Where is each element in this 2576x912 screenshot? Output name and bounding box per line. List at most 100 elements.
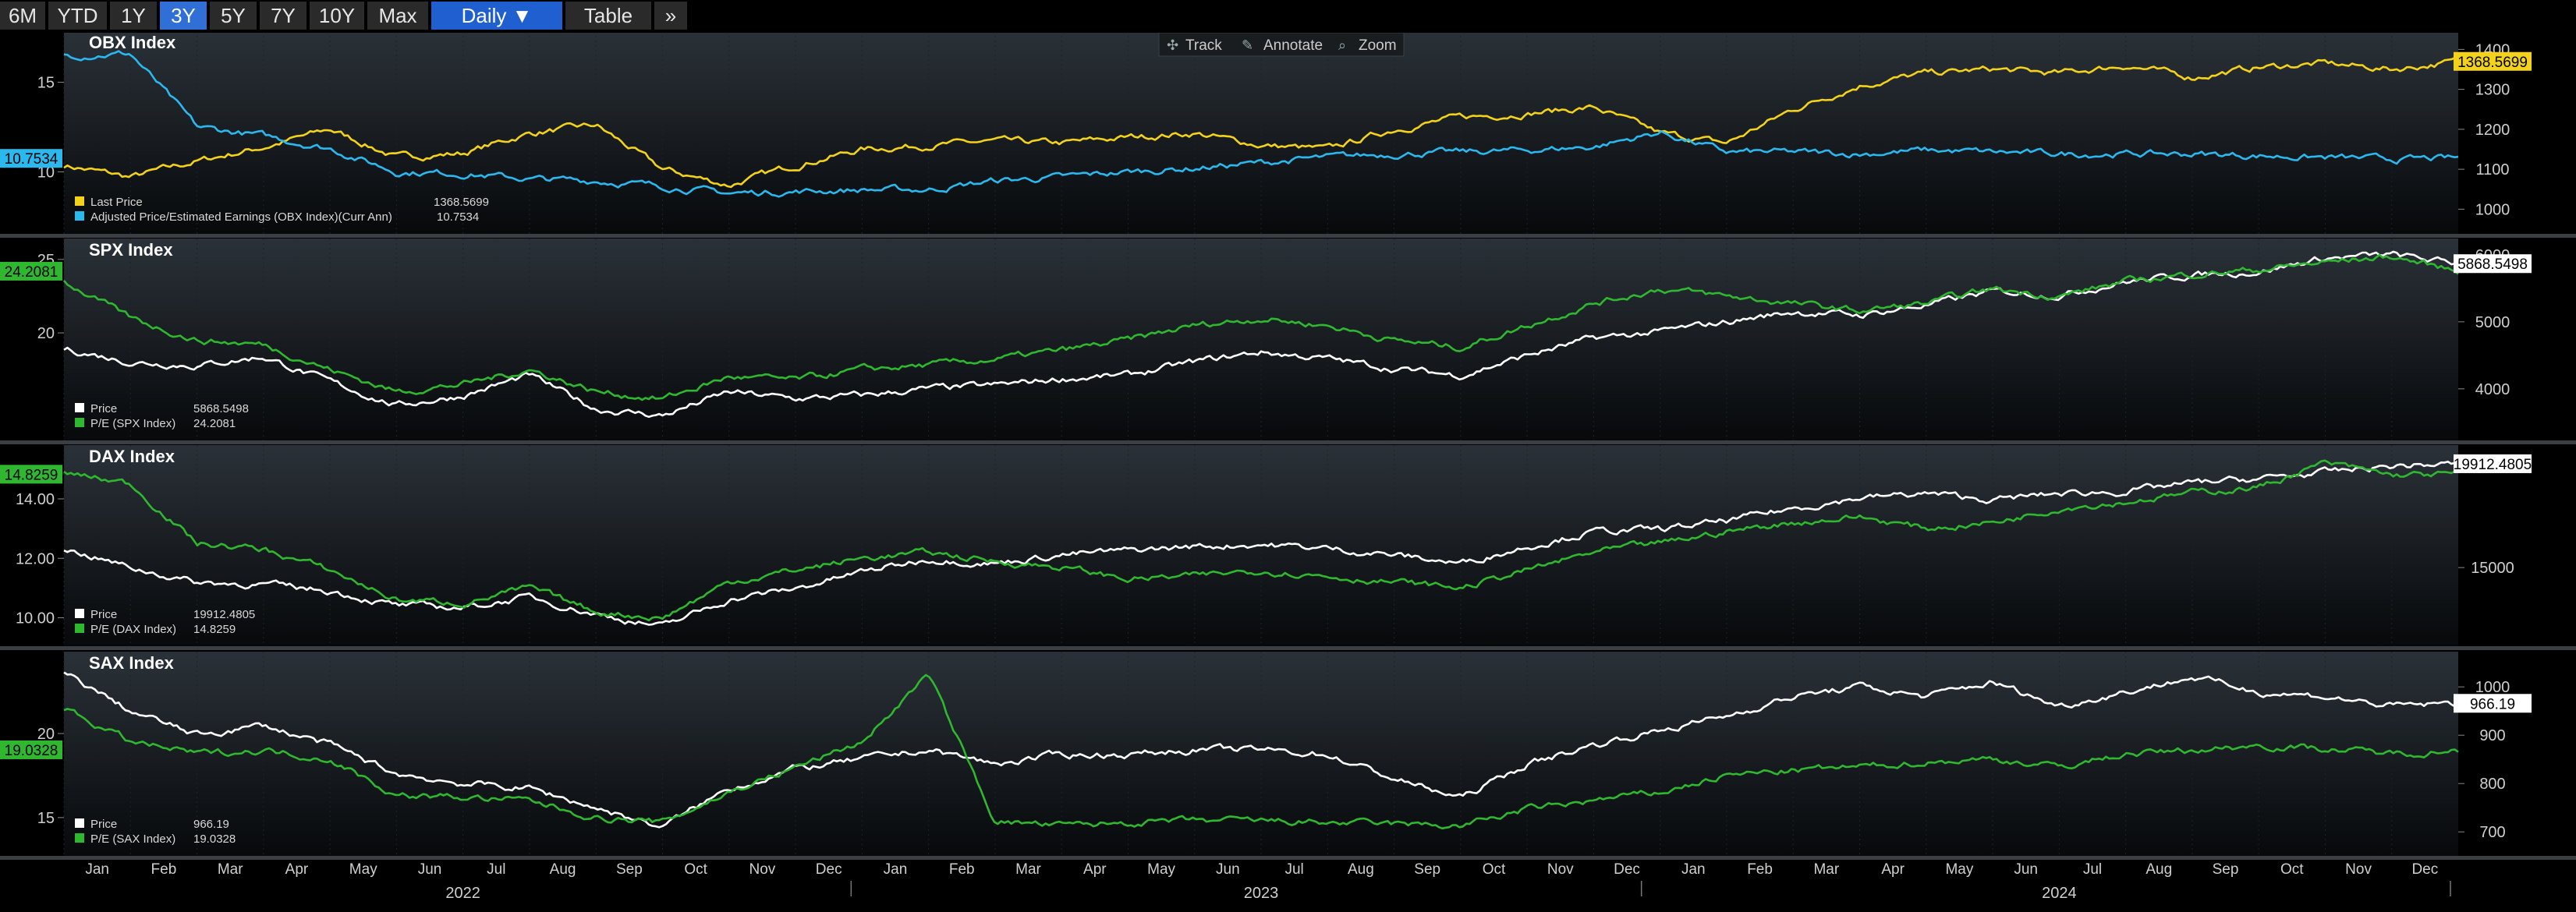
panel-background bbox=[64, 239, 2458, 440]
x-month-label: Jun bbox=[1216, 861, 1240, 878]
x-month-label: Dec bbox=[1614, 861, 1640, 878]
legend-value: 1368.5699 bbox=[434, 196, 489, 209]
x-year-label: 2024 bbox=[2042, 885, 2077, 902]
range-7y-button[interactable]: 7Y bbox=[260, 2, 306, 30]
y-left-tick: 14.00 bbox=[16, 491, 55, 508]
legend-swatch bbox=[75, 403, 84, 412]
y-right-tick: 1000 bbox=[2475, 201, 2510, 218]
x-month-label: Aug bbox=[550, 861, 576, 878]
value-tag-bg bbox=[0, 465, 62, 484]
x-month-label: Apr bbox=[1881, 861, 1905, 878]
value-tag-bg bbox=[0, 740, 62, 759]
x-month-label: Nov bbox=[749, 861, 776, 878]
floating-toolbar-bg bbox=[1158, 33, 1405, 57]
x-month-label: Aug bbox=[1348, 861, 1374, 878]
legend-value: 24.2081 bbox=[193, 417, 236, 430]
value-tag-bg bbox=[2454, 694, 2532, 713]
annotate-button: Annotate bbox=[1263, 37, 1323, 54]
x-month-label: Mar bbox=[218, 861, 243, 878]
legend-label: Price bbox=[90, 402, 117, 415]
legend-swatch bbox=[75, 196, 84, 206]
legend-label: Last Price bbox=[90, 196, 143, 209]
y-left-tick: 10.00 bbox=[16, 610, 55, 627]
y-right-tick: 1000 bbox=[2475, 679, 2510, 696]
x-month-label: Aug bbox=[2145, 861, 2172, 878]
legend-label: P/E (SAX Index) bbox=[90, 832, 175, 846]
legend-value: 19.0328 bbox=[193, 832, 236, 846]
legend-label: P/E (SPX Index) bbox=[90, 417, 175, 430]
x-month-label: Oct bbox=[2280, 861, 2304, 878]
value-tag: 966.19 bbox=[2470, 696, 2515, 712]
y-right-tick: 900 bbox=[2479, 727, 2505, 744]
x-month-label: May bbox=[1147, 861, 1175, 878]
x-month-label: Jun bbox=[2014, 861, 2038, 878]
range-10y-button[interactable]: 10Y bbox=[310, 2, 364, 30]
x-month-label: May bbox=[1945, 861, 1973, 878]
value-tag-bg bbox=[2454, 454, 2532, 473]
x-year-label: 2022 bbox=[445, 885, 480, 902]
legend-value: 14.8259 bbox=[193, 623, 236, 636]
value-tag: 24.2081 bbox=[5, 264, 58, 281]
range-5y-button[interactable]: 5Y bbox=[210, 2, 257, 30]
x-month-label: Sep bbox=[1414, 861, 1440, 878]
legend-value: 966.19 bbox=[193, 818, 229, 831]
x-month-label: Feb bbox=[949, 861, 975, 878]
table-button[interactable]: Table bbox=[565, 2, 651, 30]
x-month-label: Jul bbox=[2083, 861, 2102, 878]
x-month-label: Apr bbox=[1083, 861, 1107, 878]
frequency-dropdown[interactable]: Daily ▼ bbox=[431, 2, 562, 30]
series-line bbox=[63, 250, 2459, 419]
y-left-tick: 10 bbox=[37, 164, 55, 181]
x-month-label: Jul bbox=[1284, 861, 1303, 878]
panel-separator bbox=[0, 856, 2576, 860]
value-tag-bg bbox=[2454, 254, 2532, 274]
series-line bbox=[63, 50, 2459, 198]
y-left-tick: 20 bbox=[37, 726, 55, 743]
legend-label: Price bbox=[90, 818, 117, 831]
legend-label: Price bbox=[90, 608, 117, 621]
series-line bbox=[63, 57, 2459, 189]
x-month-label: Sep bbox=[2213, 861, 2239, 878]
panel-background bbox=[64, 33, 2458, 234]
x-month-label: Feb bbox=[1747, 861, 1773, 878]
x-month-label: Dec bbox=[2411, 861, 2438, 878]
range-ytd-button[interactable]: YTD bbox=[48, 2, 107, 30]
range-1y-button[interactable]: 1Y bbox=[110, 2, 157, 30]
legend-swatch bbox=[75, 833, 84, 843]
series-line bbox=[62, 253, 2459, 401]
series-line bbox=[63, 459, 2459, 622]
x-month-label: Oct bbox=[1483, 861, 1506, 878]
x-month-label: Jun bbox=[418, 861, 442, 878]
more-button[interactable]: » bbox=[654, 2, 687, 30]
x-month-label: Dec bbox=[816, 861, 842, 878]
panel-4: SAX Index15207008009001000966.1919.0328P… bbox=[0, 652, 2576, 860]
range-6m-button[interactable]: 6M bbox=[0, 2, 45, 30]
y-right-tick: 700 bbox=[2479, 824, 2505, 841]
track-button: Track bbox=[1185, 37, 1222, 54]
y-right-tick: 1300 bbox=[2475, 82, 2510, 99]
y-left-tick: 15 bbox=[37, 810, 55, 827]
x-year-label: 2023 bbox=[1244, 885, 1279, 902]
y-right-tick: 15000 bbox=[2471, 560, 2514, 577]
y-right-tick: 800 bbox=[2479, 776, 2505, 793]
legend-value: 5868.5498 bbox=[193, 402, 249, 415]
x-month-label: Mar bbox=[1813, 861, 1839, 878]
panel-title: SAX Index bbox=[89, 653, 175, 673]
x-month-label: Jan bbox=[85, 861, 109, 878]
floating-toolbar: ✣ Track ✎ Annotate ⌕ Zoom bbox=[1158, 33, 1405, 57]
range-max-button[interactable]: Max bbox=[367, 2, 428, 30]
y-right-tick: 1100 bbox=[2475, 161, 2509, 179]
x-month-label: Jan bbox=[884, 861, 908, 878]
y-right-tick: 4000 bbox=[2475, 381, 2510, 398]
value-tag: 19912.4805 bbox=[2454, 457, 2532, 473]
panel-separator bbox=[0, 440, 2576, 444]
range-3y-button[interactable]: 3Y bbox=[160, 2, 207, 30]
value-tag: 10.7534 bbox=[5, 151, 58, 168]
x-axis: Jan Feb Mar Apr May Jun Jul Aug Sep Oct Nov Dec Jan F… bbox=[85, 861, 2451, 902]
y-right-tick: 1200 bbox=[2475, 122, 2510, 139]
legend-value: 10.7534 bbox=[437, 210, 479, 224]
y-right-tick: 5000 bbox=[2475, 314, 2510, 331]
legend-swatch bbox=[75, 211, 84, 221]
panel-1: OBX Index1015100011001200130014001368.56… bbox=[0, 33, 2576, 238]
value-tag-bg bbox=[0, 261, 62, 281]
